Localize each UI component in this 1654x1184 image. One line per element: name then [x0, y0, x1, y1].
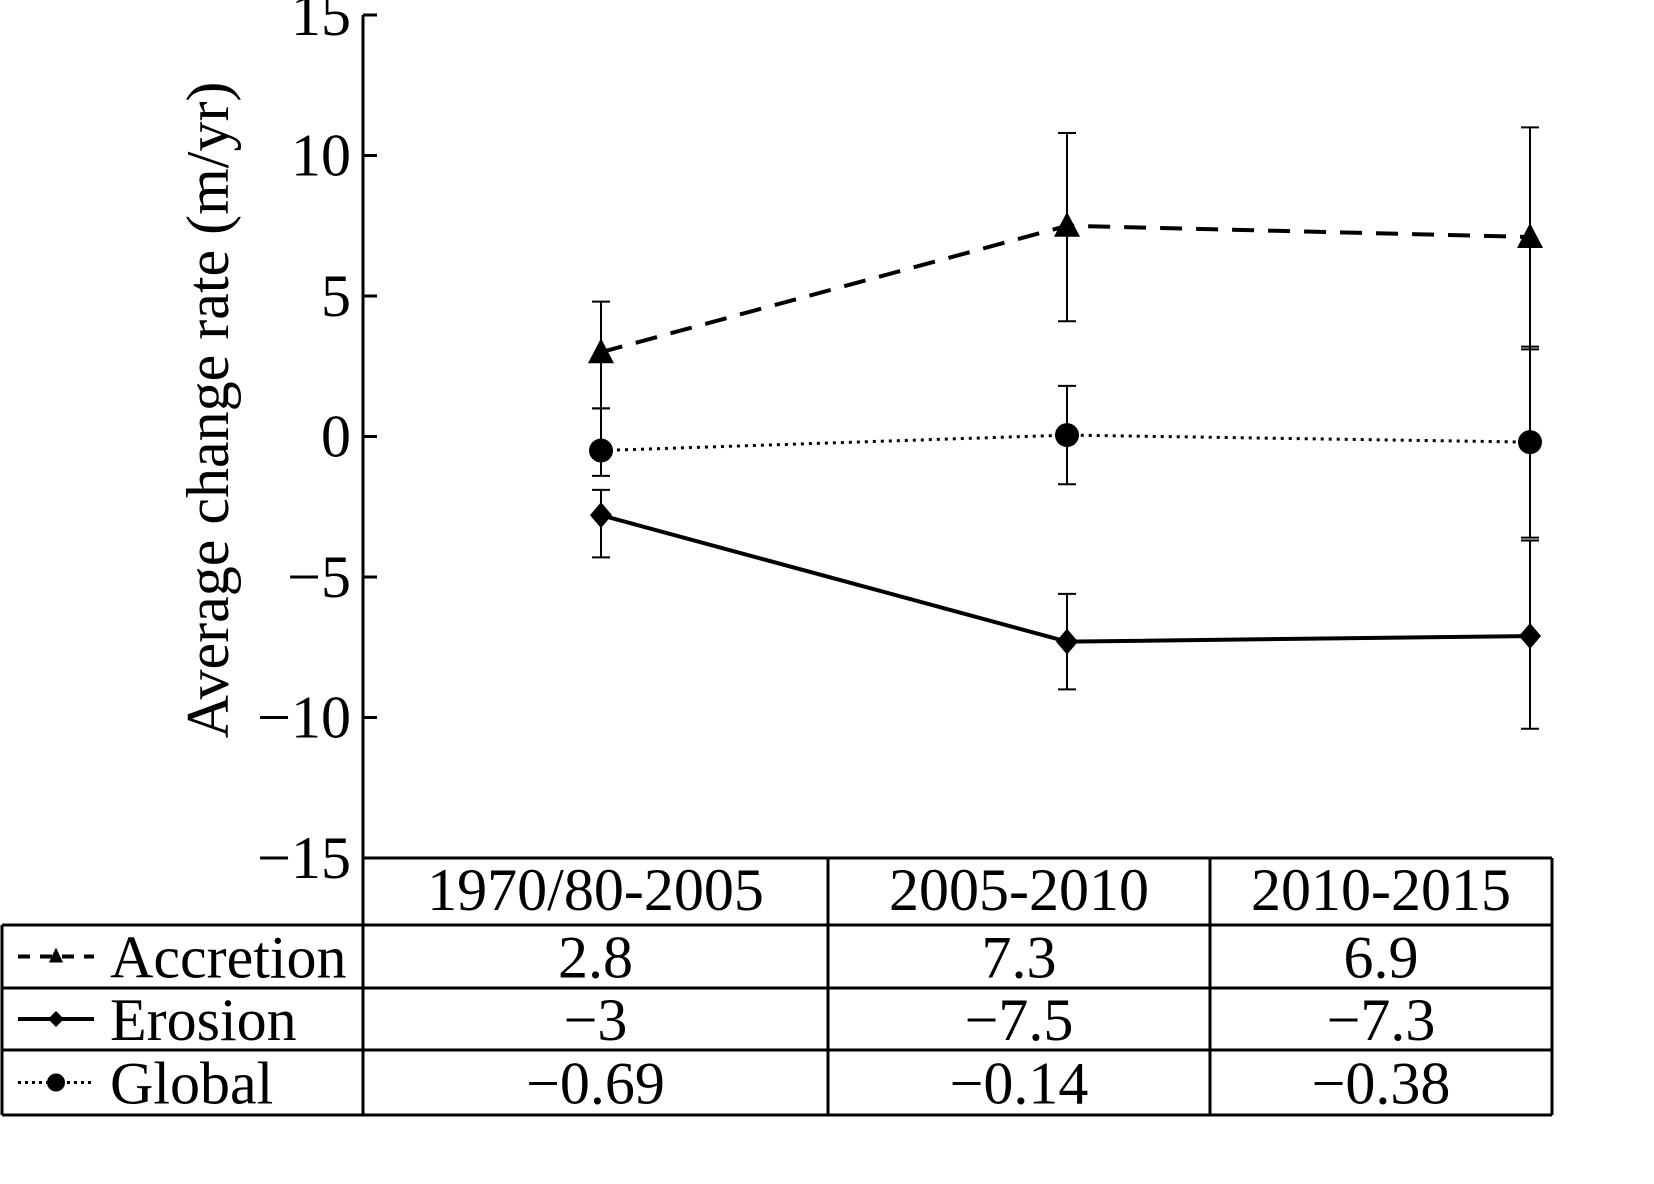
table-cell-value: −7.3: [1327, 987, 1436, 1053]
legend-marker-triangle: [49, 947, 63, 963]
y-tick-label: −10: [257, 685, 351, 751]
data-point-triangle: [1517, 222, 1543, 248]
y-tick-label: 5: [321, 263, 351, 329]
legend-symbol-accretion: [18, 947, 94, 963]
legend-marker-diamond: [48, 1011, 64, 1027]
y-tick-label: 10: [291, 123, 351, 189]
data-table: 1970/80-2005 2005-2010 2010-2015 Accretion 2…: [0, 856, 1554, 1117]
data-point-triangle: [1054, 211, 1080, 237]
data-point-circle: [1055, 423, 1079, 448]
data-point-diamond: [1056, 628, 1078, 655]
table-cell-value: −0.38: [1312, 1051, 1451, 1117]
table-cell-value: −0.14: [950, 1051, 1089, 1117]
x-category-label: 2005-2010: [889, 857, 1149, 923]
series-line: [600, 513, 1531, 644]
y-tick-label: −15: [257, 825, 351, 891]
data-point-circle: [589, 438, 613, 463]
y-tick-label: 15: [291, 0, 351, 48]
series-global: [589, 345, 1542, 539]
legend-symbol-global: [18, 1073, 94, 1092]
legend-label: Global: [110, 1051, 273, 1117]
y-axis-title-group: Average change rate (m/yr): [175, 82, 241, 739]
legend-label: Erosion: [110, 987, 297, 1053]
y-tick-label: 0: [321, 404, 351, 470]
data-point-diamond: [590, 502, 612, 529]
data-point-triangle: [588, 338, 614, 364]
y-tick-label: −5: [287, 544, 351, 610]
series-erosion: [590, 488, 1541, 730]
data-point-circle: [1518, 430, 1542, 455]
table-cell-value: 2.8: [558, 925, 633, 991]
y-axis-title: Average change rate (m/yr): [175, 82, 241, 739]
legend-symbol-erosion: [18, 1011, 94, 1027]
plot-area: [588, 126, 1543, 730]
table-cell-value: −0.69: [526, 1051, 665, 1117]
table-cell-value: 6.9: [1344, 925, 1419, 991]
x-category-label: 2010-2015: [1251, 857, 1511, 923]
table-cell-value: −7.5: [965, 987, 1074, 1053]
y-axis: 15 10 5 0 −5 −10 −15: [257, 0, 377, 891]
x-category-label: 1970/80-2005: [427, 857, 764, 923]
legend-marker-circle: [47, 1073, 65, 1092]
legend-label: Accretion: [110, 925, 347, 991]
table-cell-value: −3: [564, 987, 628, 1053]
data-point-diamond: [1519, 623, 1541, 650]
series-line: [600, 223, 1531, 355]
table-cell-value: 7.3: [982, 925, 1057, 991]
series-accretion: [588, 126, 1543, 410]
